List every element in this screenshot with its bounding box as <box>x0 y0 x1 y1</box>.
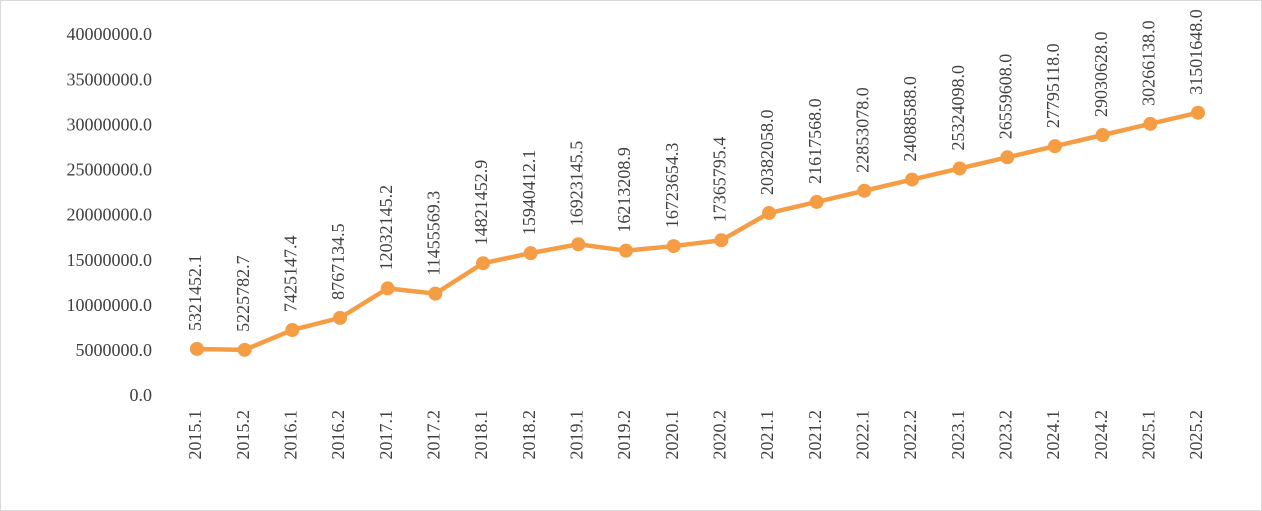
marker <box>714 233 729 248</box>
data-label: 17365795.4 <box>709 137 729 223</box>
x-tick-label: 2021.2 <box>805 410 825 460</box>
x-tick-label: 2018.1 <box>471 410 491 460</box>
y-tick-label: 40000000.0 <box>67 24 153 44</box>
x-tick-label: 2025.1 <box>1138 410 1158 460</box>
x-tick-label: 2024.2 <box>1091 410 1111 460</box>
x-tick-label: 2020.1 <box>662 410 682 460</box>
x-tick-label: 2018.2 <box>519 410 539 460</box>
data-label: 27795118.0 <box>1043 43 1063 128</box>
x-tick-label: 2016.1 <box>280 410 300 460</box>
marker <box>905 172 919 187</box>
x-tick-label: 2022.1 <box>852 410 872 460</box>
x-tick-label: 2017.2 <box>423 410 443 460</box>
x-tick-label: 2023.1 <box>948 410 968 460</box>
marker <box>619 243 633 258</box>
data-label: 15940412.1 <box>519 150 539 236</box>
data-label: 16923145.5 <box>566 141 586 227</box>
x-tick-label: 2015.1 <box>185 410 205 460</box>
marker <box>762 206 776 221</box>
x-tick-label: 2019.1 <box>566 410 586 460</box>
marker <box>809 194 824 209</box>
marker <box>285 322 300 337</box>
marker <box>1048 139 1062 154</box>
x-tick-label: 2017.1 <box>376 410 396 460</box>
x-tick-label: 2023.2 <box>995 410 1015 460</box>
data-label: 16723654.3 <box>662 143 682 229</box>
marker <box>571 237 586 252</box>
y-tick-label: 5000000.0 <box>76 340 153 360</box>
y-tick-label: 20000000.0 <box>67 205 153 225</box>
data-label: 11455569.3 <box>423 191 443 276</box>
marker <box>523 246 538 261</box>
data-label: 25324098.0 <box>948 65 968 151</box>
data-label: 26559608.0 <box>995 54 1015 140</box>
y-tick-label: 25000000.0 <box>67 160 153 180</box>
marker <box>237 342 252 357</box>
data-label: 16213208.9 <box>614 147 634 233</box>
data-label: 21617568.0 <box>805 98 825 184</box>
marker <box>333 310 347 325</box>
line <box>196 110 1199 353</box>
data-label: 24088588.0 <box>900 76 920 162</box>
data-label: 31501648.0 <box>1186 9 1206 95</box>
marker <box>428 286 443 301</box>
marker <box>1000 150 1015 165</box>
data-label: 20382058.0 <box>757 110 777 196</box>
x-tick-label: 2019.2 <box>614 410 634 460</box>
x-tick-label: 2024.1 <box>1043 410 1063 460</box>
marker <box>952 161 967 176</box>
marker <box>190 341 204 356</box>
x-tick-label: 2021.1 <box>757 410 777 460</box>
y-tick-label: 10000000.0 <box>67 295 153 315</box>
data-label: 22853078.0 <box>852 87 872 173</box>
data-label: 7425147.4 <box>280 235 300 312</box>
marker <box>666 239 681 254</box>
x-tick-label: 2016.2 <box>328 410 348 460</box>
marker <box>857 183 872 198</box>
data-label: 5225782.7 <box>233 255 253 332</box>
data-label: 14821452.9 <box>471 160 491 246</box>
data-label: 30266138.0 <box>1138 20 1158 106</box>
marker <box>380 281 395 296</box>
data-label: 29030628.0 <box>1091 31 1111 117</box>
marker <box>476 256 490 271</box>
marker <box>1143 116 1158 131</box>
data-label: 8767134.5 <box>328 223 348 300</box>
x-tick-label: 2025.2 <box>1186 410 1206 460</box>
marker <box>1191 105 1205 120</box>
x-tick-label: 2020.2 <box>709 410 729 460</box>
y-tick-label: 35000000.0 <box>67 69 153 89</box>
data-label: 12032145.2 <box>376 185 396 271</box>
data-label: 5321452.1 <box>185 254 205 331</box>
x-tick-label: 2022.2 <box>900 410 920 460</box>
marker <box>1095 127 1110 142</box>
y-tick-label: 30000000.0 <box>67 114 153 134</box>
x-tick-label: 2015.2 <box>233 410 253 460</box>
y-tick-label: 0.0 <box>130 385 153 405</box>
y-tick-label: 15000000.0 <box>67 250 153 270</box>
